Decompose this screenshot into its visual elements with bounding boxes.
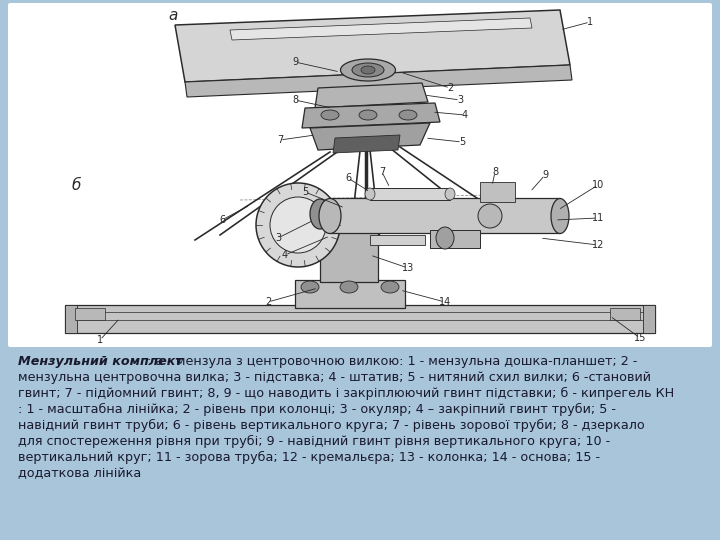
Text: вертикальний круг; 11 - зорова труба; 12 - кремальєра; 13 - колонка; 14 - основа: вертикальний круг; 11 - зорова труба; 12… <box>18 451 600 464</box>
Polygon shape <box>333 135 400 153</box>
Text: 9: 9 <box>542 170 548 180</box>
Ellipse shape <box>551 199 569 233</box>
Text: 3: 3 <box>275 233 281 243</box>
Text: 1: 1 <box>587 17 593 27</box>
Text: 7: 7 <box>277 135 283 145</box>
Bar <box>330 198 560 233</box>
Ellipse shape <box>381 281 399 293</box>
Polygon shape <box>175 10 570 82</box>
Polygon shape <box>185 65 572 97</box>
Ellipse shape <box>341 59 395 81</box>
Polygon shape <box>230 18 532 40</box>
Ellipse shape <box>352 63 384 77</box>
Text: 11: 11 <box>592 213 604 223</box>
Bar <box>643 305 655 333</box>
Ellipse shape <box>445 188 455 200</box>
Text: 14: 14 <box>439 297 451 307</box>
Text: : 1 - масштабна лінійка; 2 - рівень при колонці; 3 - окуляр; 4 – закріпний гвинт: : 1 - масштабна лінійка; 2 - рівень при … <box>18 403 616 416</box>
Bar <box>65 305 77 333</box>
Bar <box>305 208 393 224</box>
Text: 2: 2 <box>265 297 271 307</box>
Text: 7: 7 <box>379 167 385 177</box>
Polygon shape <box>315 83 428 108</box>
Bar <box>610 308 640 320</box>
Circle shape <box>270 197 326 253</box>
Text: 10: 10 <box>592 180 604 190</box>
Text: мензульна центровочна вилка; 3 - підставка; 4 - штатив; 5 - нитяний схил вилки; : мензульна центровочна вилка; 3 - підстав… <box>18 371 651 384</box>
Text: 8: 8 <box>492 167 498 177</box>
Text: 6: 6 <box>345 173 351 183</box>
Text: додаткова лінійка: додаткова лінійка <box>18 467 141 480</box>
Bar <box>370 188 450 200</box>
Bar <box>430 230 480 248</box>
Polygon shape <box>310 123 430 150</box>
Text: 4: 4 <box>462 110 468 120</box>
Text: 5: 5 <box>302 187 308 197</box>
Text: 4: 4 <box>282 250 288 260</box>
Text: 3: 3 <box>457 95 463 105</box>
Ellipse shape <box>436 227 454 249</box>
Ellipse shape <box>361 66 375 74</box>
Bar <box>320 220 378 282</box>
Bar <box>65 305 655 333</box>
Text: 15: 15 <box>634 333 646 343</box>
Ellipse shape <box>301 281 319 293</box>
Bar <box>480 182 515 202</box>
Polygon shape <box>302 103 440 128</box>
Ellipse shape <box>319 199 341 233</box>
Bar <box>295 280 405 308</box>
Circle shape <box>478 204 502 228</box>
Text: для спостереження рівня при трубі; 9 - навідний гвинт рівня вертикального круга;: для спостереження рівня при трубі; 9 - н… <box>18 435 611 448</box>
Bar <box>75 308 105 320</box>
Ellipse shape <box>365 188 375 200</box>
Text: навідний гвинт труби; 6 - рівень вертикального круга; 7 - рівень зорової труби; : навідний гвинт труби; 6 - рівень вертика… <box>18 419 644 432</box>
Text: б: б <box>72 178 81 193</box>
Circle shape <box>256 183 340 267</box>
Text: 2: 2 <box>447 83 453 93</box>
Text: Мензульний комплект: Мензульний комплект <box>18 355 183 368</box>
Text: 6: 6 <box>219 215 225 225</box>
Text: 5: 5 <box>459 137 465 147</box>
Ellipse shape <box>359 110 377 120</box>
Text: 8: 8 <box>292 95 298 105</box>
Ellipse shape <box>340 281 358 293</box>
Text: гвинт; 7 - підйомний гвинт; 8, 9 - що наводить і закріплюючий гвинт підставки; б: гвинт; 7 - підйомний гвинт; 8, 9 - що на… <box>18 387 674 400</box>
Text: а: а <box>168 8 177 23</box>
Text: 1: 1 <box>97 335 103 345</box>
FancyBboxPatch shape <box>8 3 712 347</box>
Ellipse shape <box>310 199 330 229</box>
Bar <box>0 348 720 540</box>
Ellipse shape <box>399 110 417 120</box>
Text: 13: 13 <box>402 263 414 273</box>
Ellipse shape <box>321 110 339 120</box>
Bar <box>370 235 425 245</box>
Text: 9: 9 <box>292 57 298 67</box>
Text: 12: 12 <box>592 240 604 250</box>
Text: : а - мензула з центровочною вилкою: 1 - мензульна дошка-планшет; 2 -: : а - мензула з центровочною вилкою: 1 -… <box>147 355 638 368</box>
